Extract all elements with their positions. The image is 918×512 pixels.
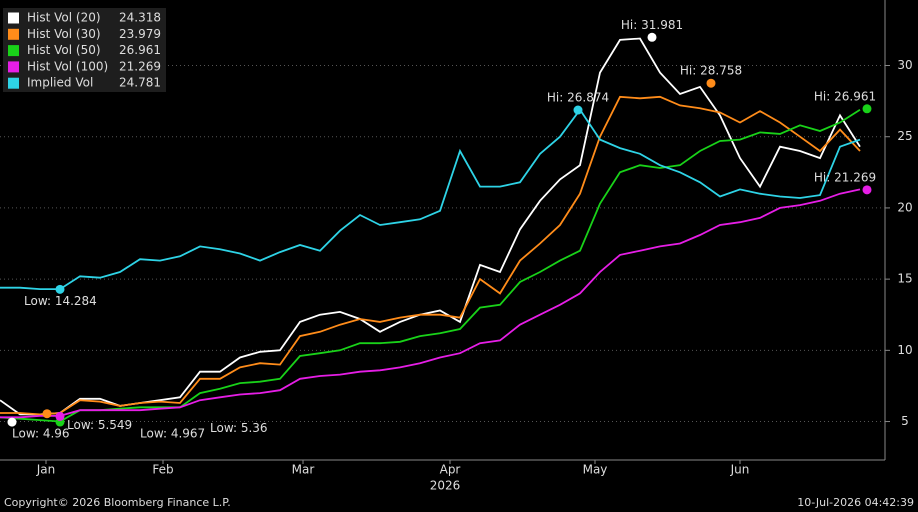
year-label: 2026 xyxy=(430,479,461,493)
legend-name: Hist Vol (50) xyxy=(27,43,101,57)
y-tick-label: 30 xyxy=(897,58,912,72)
annotation-marker xyxy=(55,284,65,294)
x-tick-label: Mar xyxy=(292,463,315,477)
legend-value: 26.961 xyxy=(119,43,161,57)
y-tick-label: 25 xyxy=(897,129,912,143)
annotation-marker xyxy=(55,411,65,421)
legend-value: 24.318 xyxy=(119,11,161,25)
legend-name: Hist Vol (100) xyxy=(27,59,108,73)
legend-swatch xyxy=(8,12,19,24)
legend-swatch xyxy=(8,45,19,57)
legend-box xyxy=(3,8,166,92)
y-tick-label: 15 xyxy=(897,272,912,286)
legend-value: 21.269 xyxy=(119,59,161,73)
annotation-marker xyxy=(706,78,716,88)
annotation-label: Low: 14.284 xyxy=(24,294,97,308)
legend-name: Hist Vol (20) xyxy=(27,11,101,25)
legend-value: 24.781 xyxy=(119,76,161,90)
annotation-label: Hi: 28.758 xyxy=(680,64,742,78)
series-line xyxy=(0,188,861,419)
legend-swatch xyxy=(8,28,19,40)
legend-swatch xyxy=(8,61,19,73)
annotation-label: Low: 4.967 xyxy=(140,427,205,441)
footer-left: Copyright© 2026 Bloomberg Finance L.P. xyxy=(4,496,231,509)
legend-swatch xyxy=(8,77,19,89)
annotation-marker xyxy=(42,409,52,419)
annotation-marker xyxy=(7,417,17,427)
annotation-label: Hi: 21.269 xyxy=(814,170,876,184)
annotation-marker xyxy=(862,104,872,114)
annotation-label: Hi: 26.961 xyxy=(814,89,876,103)
annotation-label: Low: 5.549 xyxy=(67,418,132,432)
y-tick-label: 10 xyxy=(897,343,912,357)
annotation-label: Low: 5.36 xyxy=(210,421,268,435)
series-line xyxy=(0,95,861,416)
annotation-marker xyxy=(862,185,872,195)
annotation-marker xyxy=(647,32,657,42)
annotation-marker xyxy=(573,105,583,115)
legend-value: 23.979 xyxy=(119,27,161,41)
series-line xyxy=(0,108,861,290)
annotation-label: Hi: 31.981 xyxy=(621,18,683,32)
x-tick-label: Jan xyxy=(36,463,56,477)
x-tick-label: Apr xyxy=(440,463,461,477)
y-tick-label: 20 xyxy=(897,200,912,214)
annotation-label: Low: 4.96 xyxy=(12,427,70,441)
annotation-label: Hi: 26.874 xyxy=(547,91,609,105)
series-line xyxy=(0,108,861,423)
legend-name: Hist Vol (30) xyxy=(27,27,101,41)
x-tick-label: Jun xyxy=(730,463,750,477)
x-tick-label: May xyxy=(583,463,608,477)
legend-name: Implied Vol xyxy=(27,76,93,90)
y-tick-label: 5 xyxy=(901,414,909,428)
footer-right: 10-Jul-2026 04:42:39 xyxy=(797,496,914,509)
x-tick-label: Feb xyxy=(152,463,173,477)
